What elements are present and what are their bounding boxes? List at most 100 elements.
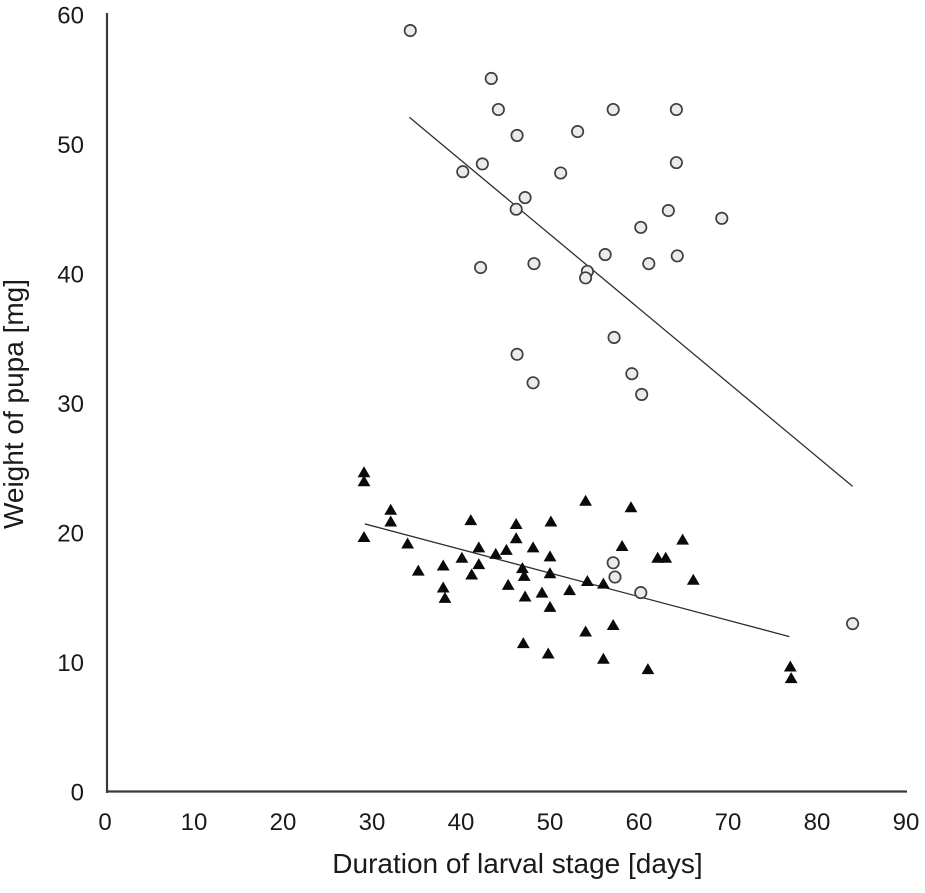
y-tick-label-50: 50 [57,132,84,159]
data-point-triangle [686,573,700,585]
data-point-triangle [501,578,515,590]
data-point-triangle [597,652,610,664]
x-axis-title: Duration of larval stage [days] [332,848,703,879]
data-point-triangle [783,660,797,672]
data-point-circle [607,330,621,345]
data-point-circle [554,166,568,180]
data-point-circle [456,165,470,179]
data-point-triangle [606,619,620,631]
data-point-triangle [615,540,629,552]
data-point-circle [634,586,648,600]
data-point-triangle [516,562,529,574]
x-tick-label-90: 90 [893,809,920,836]
data-point-circle [715,211,729,225]
y-tick-label-20: 20 [57,521,84,548]
data-point-triangle [436,559,450,571]
data-point-triangle [455,551,469,563]
x-tick-label-10: 10 [181,809,208,836]
data-point-triangle [651,551,665,563]
data-point-triangle [472,558,486,570]
data-point-triangle [676,533,690,545]
data-point-circle [608,570,622,584]
data-point-triangle [518,590,532,602]
trendlines-group [364,116,854,638]
data-point-triangle [357,466,371,478]
data-point-triangle [472,541,486,553]
data-point-triangle [624,501,638,513]
data-point-circle [670,249,684,263]
data-point-circle [491,102,505,117]
x-tick-label-30: 30 [359,809,386,836]
y-tick-label-30: 30 [57,391,84,418]
data-point-triangle [659,551,673,563]
data-point-circle [403,23,417,38]
data-point-triangle [543,567,557,579]
data-point-triangle [543,600,557,612]
data-point-triangle [516,637,530,649]
data-point-triangle [641,663,655,675]
data-point-triangle [543,550,557,562]
data-point-circle [509,202,523,216]
data-point-circle [526,376,540,390]
data-point-circle [642,257,656,271]
x-tick-label-80: 80 [804,809,831,836]
data-point-circle [606,556,620,570]
data-point-triangle [384,515,398,527]
data-point-triangle [563,584,576,596]
y-tick-labels-group: 0 10 20 30 40 50 60 [57,3,84,807]
data-point-triangle [357,475,371,487]
data-point-triangle [544,515,558,527]
data-point-triangle [465,568,479,580]
y-tick-label-0: 0 [71,780,84,807]
data-point-triangle [597,577,610,589]
data-point-circle [625,367,639,381]
trendline-filled-triangles [364,523,790,638]
data-point-triangle [509,532,523,544]
data-point-triangle [579,494,592,506]
y-tick-label-40: 40 [57,262,84,289]
data-point-circle [527,257,541,271]
data-point-triangle [517,569,531,581]
data-point-circle [669,102,683,117]
x-tick-label-0: 0 [98,809,111,836]
data-point-triangle [499,543,513,555]
data-points-group [357,23,860,684]
data-point-triangle [541,647,555,659]
data-point-triangle [464,514,478,526]
data-point-circle [474,260,488,275]
data-point-triangle [535,586,549,598]
data-point-circle [606,102,620,117]
data-point-circle [510,347,524,361]
data-point-circle [510,128,524,142]
data-point-triangle [509,518,523,530]
x-tick-label-20: 20 [270,809,297,836]
trendline-open-circles [408,116,854,487]
data-point-circle [579,271,593,285]
data-point-circle [571,125,585,139]
data-point-circle [635,387,649,401]
data-point-triangle [580,575,594,587]
data-point-circle [484,71,498,86]
data-point-triangle [579,625,592,637]
x-tick-label-70: 70 [715,809,742,836]
data-point-circle [661,203,675,218]
data-point-triangle [357,530,371,542]
data-point-triangle [438,591,452,603]
data-point-triangle [436,581,450,593]
y-tick-label-10: 10 [57,650,84,677]
data-point-circle [518,191,532,205]
data-point-triangle [526,541,540,553]
x-tick-label-40: 40 [448,809,475,836]
data-point-triangle [489,547,503,559]
y-axis-title: Weight of pupa [mg] [0,278,29,530]
x-tick-labels-group: 0 10 20 30 40 50 60 70 80 90 [98,809,919,836]
data-point-circle [598,248,612,262]
x-tick-label-60: 60 [626,809,653,836]
x-tick-label-50: 50 [537,809,564,836]
data-point-circle [634,220,648,234]
data-point-triangle [784,672,798,684]
data-point-circle [846,617,860,631]
data-point-triangle [384,503,398,515]
